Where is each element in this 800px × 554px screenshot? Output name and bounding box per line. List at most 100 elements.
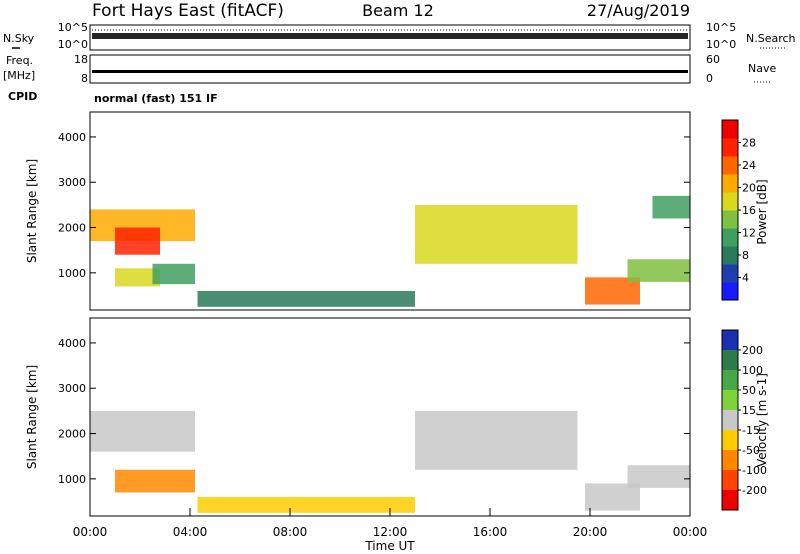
power-colorbar-swatch	[722, 228, 738, 247]
power-y-axis: 4000 3000 2000 1000	[58, 131, 690, 280]
freq-left-tick-low: 8	[81, 72, 88, 85]
nave-right-tick-high: 60	[706, 53, 720, 66]
frequency-trace	[92, 70, 688, 73]
frequency-panel-frame	[89, 54, 691, 84]
time-tick-label: 00:00	[673, 525, 708, 539]
nave-label: Nave	[748, 62, 776, 75]
noise-left-tick-high: 10^5	[58, 21, 88, 34]
frequency-panel: Freq. [MHz] 18 8 60 0 Nave	[3, 53, 776, 85]
velocity-colorbar-tick-label: 100	[742, 364, 763, 377]
power-y-tick-label: 1000	[58, 267, 86, 280]
power-colorbar-swatch	[722, 156, 738, 175]
power-panel: 4000 3000 2000 1000 Slant Range [km]	[25, 111, 691, 311]
cpid-value: normal (fast) 151 IF	[94, 92, 218, 105]
velocity-colorbar: 200 100 50 15 -15 -50 -100 -200	[721, 329, 767, 511]
noise-left-tick-low: 10^0	[58, 38, 88, 51]
power-y-tick-label: 3000	[58, 176, 86, 189]
power-colorbar-swatch	[722, 210, 738, 229]
power-colorbar-label: Power [dB]	[755, 179, 769, 244]
velocity-region-1	[115, 469, 195, 493]
power-panel-frame	[89, 111, 691, 311]
velocity-colorbar-tick-label: 200	[742, 344, 763, 357]
velocity-y-tick-label: 4000	[58, 337, 86, 350]
freq-label-line1: Freq.	[6, 54, 33, 67]
velocity-colorbar-tick-label: -100	[742, 464, 767, 477]
velocity-colorbar-tick-label: -15	[742, 424, 760, 437]
velocity-region-5	[627, 465, 690, 488]
velocity-colorbar-tick-label: -200	[742, 484, 767, 497]
power-y-tick-label: 2000	[58, 222, 86, 235]
time-tick-label: 16:00	[473, 525, 508, 539]
power-colorbar-swatch	[722, 282, 738, 301]
velocity-colorbar-swatch	[722, 410, 738, 431]
velocity-panel: 4000 3000 2000 1000 00:00 04:00 08:00 12:00 16:…	[25, 317, 708, 553]
power-colorbar-tick-label: 4	[742, 272, 749, 285]
velocity-colorbar-label: Velocity [m s-1]	[755, 373, 769, 467]
power-colorbar-tick-label: 28	[742, 137, 756, 150]
freq-label-line2: [MHz]	[3, 69, 35, 82]
velocity-colorbar-frame	[721, 329, 739, 511]
velocity-scatter-regions	[90, 410, 690, 513]
freq-left-tick-high: 18	[74, 53, 88, 66]
power-scatter-regions	[90, 195, 690, 307]
noise-panel-frame	[89, 24, 691, 51]
noise-right-tick-high: 10^5	[706, 21, 736, 34]
time-tick-label: 20:00	[573, 525, 608, 539]
velocity-colorbar-swatch	[722, 490, 738, 511]
power-colorbar: 28 24 20 16 12 8 4	[721, 119, 756, 301]
power-region-7	[627, 259, 690, 282]
velocity-y-axis: 4000 3000 2000 1000	[58, 337, 690, 486]
velocity-region-0	[90, 410, 195, 452]
power-region-8	[652, 195, 690, 219]
power-colorbar-tick-label: 20	[742, 182, 756, 195]
time-tick-label: 08:00	[273, 525, 308, 539]
beam-title: Beam 12	[362, 1, 434, 20]
station-title: Fort Hays East (fitACF)	[92, 1, 284, 21]
velocity-y-tick-label: 2000	[58, 428, 86, 441]
velocity-colorbar-swatch	[722, 350, 738, 371]
velocity-colorbar-swatch	[722, 370, 738, 391]
power-region-3	[152, 263, 195, 285]
power-region-4	[197, 290, 415, 307]
noise-search-label: N.Search	[746, 32, 796, 45]
noise-sky-label: N.Sky	[3, 32, 35, 45]
power-colorbar-tick-label: 8	[742, 249, 749, 262]
time-axis-label: Time UT	[364, 539, 415, 553]
power-colorbar-swatch	[722, 174, 738, 193]
velocity-region-2	[197, 496, 415, 513]
power-colorbar-swatch	[722, 120, 738, 139]
velocity-colorbar-swatch	[722, 470, 738, 491]
power-colorbar-swatch	[722, 138, 738, 157]
power-colorbar-swatch	[722, 192, 738, 211]
nave-right-tick-low: 0	[706, 72, 713, 85]
time-axis: 00:00 04:00 08:00 12:00 16:00 20:00 00:00	[73, 508, 708, 539]
power-y-tick-label: 4000	[58, 131, 86, 144]
power-region-1	[115, 227, 160, 255]
time-tick-label: 04:00	[173, 525, 208, 539]
time-tick-label: 12:00	[373, 525, 408, 539]
power-colorbar-swatch	[722, 246, 738, 265]
velocity-colorbar-tick-label: 50	[742, 384, 756, 397]
noise-panel: N.Sky 10^5 10^0 10^5 10^0 N.Search	[3, 21, 796, 51]
power-y-axis-label: Slant Range [km]	[25, 159, 39, 263]
velocity-colorbar-tick-label: -50	[742, 444, 760, 457]
velocity-colorbar-swatch	[722, 330, 738, 351]
power-colorbar-tick-label: 16	[742, 204, 756, 217]
power-region-2	[115, 268, 160, 287]
velocity-colorbar-swatch	[722, 450, 738, 471]
noise-sky-trace	[92, 33, 688, 39]
velocity-colorbar-swatch	[722, 390, 738, 411]
noise-right-tick-low: 10^0	[706, 38, 736, 51]
time-tick-label: 00:00	[73, 525, 108, 539]
velocity-y-axis-label: Slant Range [km]	[25, 365, 39, 469]
date-title: 27/Aug/2019	[587, 1, 690, 20]
velocity-region-3	[415, 410, 578, 470]
velocity-y-tick-label: 3000	[58, 382, 86, 395]
velocity-colorbar-swatch	[722, 430, 738, 451]
power-colorbar-tick-label: 12	[742, 227, 756, 240]
power-colorbar-tick-label: 24	[742, 159, 756, 172]
power-colorbar-swatch	[722, 264, 738, 283]
power-region-5	[415, 204, 578, 264]
velocity-y-tick-label: 1000	[58, 473, 86, 486]
